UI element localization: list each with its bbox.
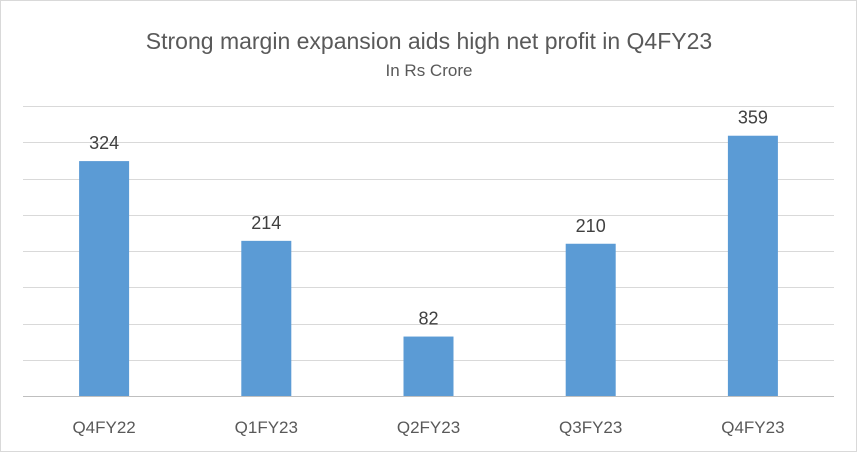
chart-title: Strong margin expansion aids high net pr… (146, 28, 712, 54)
bar-q1fy23 (241, 240, 292, 396)
category-axis: Q4FY22 Q1FY23 Q2FY23 Q3FY23 Q4FY23 (72, 418, 784, 437)
chart-subtitle: In Rs Crore (386, 61, 473, 80)
gridlines (23, 106, 834, 397)
data-label-q2fy23: 82 (418, 309, 438, 329)
data-label-q3fy23: 210 (576, 216, 606, 236)
category-label-q4fy23: Q4FY23 (721, 418, 784, 437)
category-label-q1fy23: Q1FY23 (235, 418, 298, 437)
bars (79, 135, 778, 396)
bar-q4fy23 (727, 135, 778, 396)
bar-q2fy23 (403, 336, 454, 396)
category-label-q4fy22: Q4FY22 (72, 418, 135, 437)
data-label-q4fy22: 324 (89, 133, 119, 153)
bar-q3fy23 (565, 243, 616, 396)
category-label-q3fy23: Q3FY23 (559, 418, 622, 437)
bar-q4fy22 (79, 161, 130, 396)
data-label-q1fy23: 214 (251, 213, 281, 233)
data-label-q4fy23: 359 (738, 108, 768, 128)
data-labels: 324 214 82 210 359 (89, 108, 768, 329)
category-label-q2fy23: Q2FY23 (397, 418, 460, 437)
